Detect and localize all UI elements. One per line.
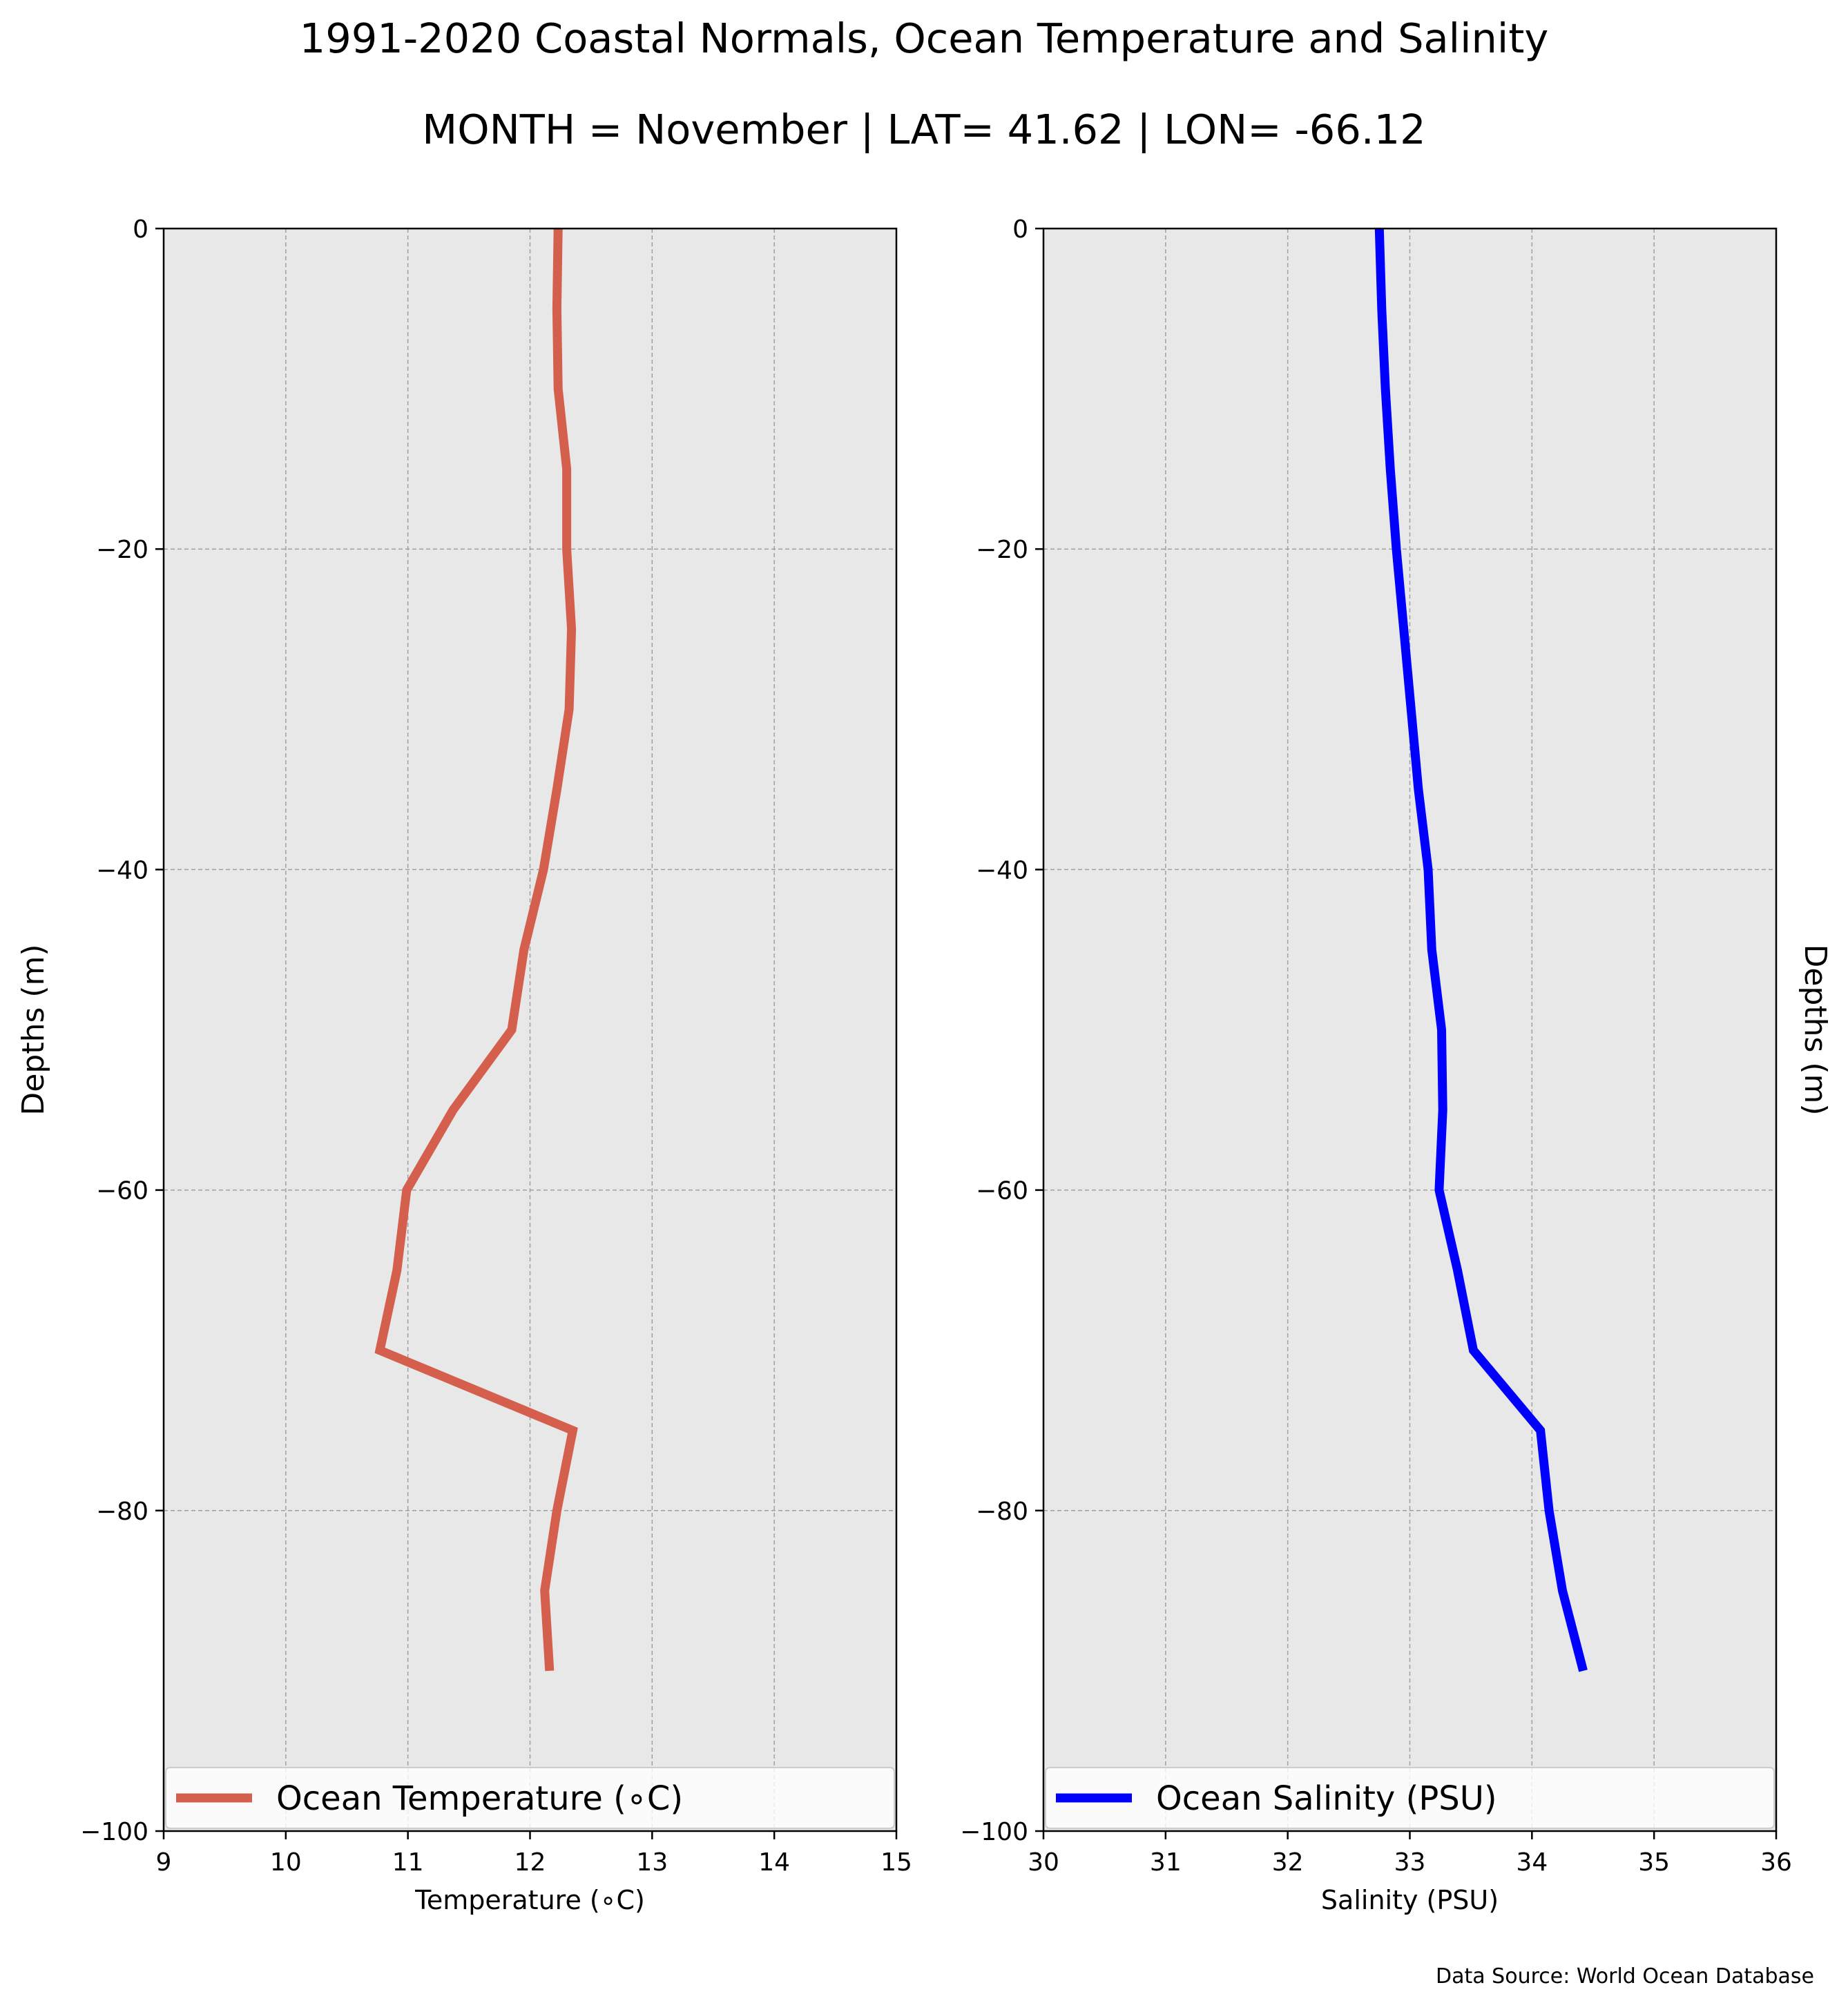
y-tick-label: 0 [1012, 215, 1028, 244]
legend-label: Ocean Salinity (PSU) [1156, 1779, 1497, 1818]
data-point [1540, 1430, 1541, 1431]
data-point [569, 709, 570, 710]
y-axis-label: Depths (m) [16, 944, 51, 1115]
series-line-1 [1374, 228, 1588, 1672]
y-tick-label: −40 [96, 856, 148, 884]
y-axis-label: Depths (m) [1798, 944, 1833, 1115]
data-point [1473, 1350, 1474, 1351]
x-tick-label: 34 [1516, 1848, 1548, 1877]
legend-label: Ocean Temperature (∘C) [276, 1779, 683, 1818]
chart-subtitle: MONTH = November | LAT= 41.62 | LON= -66… [422, 106, 1425, 153]
y-tick-label: −60 [96, 1177, 148, 1206]
legend: Ocean Temperature (∘C) [165, 1767, 895, 1829]
series-line-1 [374, 228, 578, 1672]
x-tick-label: 13 [636, 1848, 668, 1877]
data-point [1390, 469, 1391, 470]
data-point [549, 1670, 550, 1671]
chart-panels: Ocean Temperature (∘C) 9 10 11 12 13 14 15 0 −20 −… [16, 215, 1833, 1915]
data-point [1583, 1670, 1584, 1671]
y-tick-label: −100 [960, 1818, 1028, 1846]
x-axis-label: Salinity (PSU) [1321, 1885, 1499, 1915]
data-source-note: Data Source: World Ocean Database [1436, 1964, 1814, 1989]
y-tick-label: −80 [96, 1498, 148, 1526]
data-point [1441, 1029, 1442, 1030]
x-tick-label: 33 [1394, 1848, 1426, 1877]
x-tick-label: 35 [1638, 1848, 1670, 1877]
data-point [572, 1430, 573, 1431]
y-tick-label: −20 [976, 536, 1028, 564]
data-point [523, 949, 524, 950]
x-tick-label: 9 [156, 1848, 172, 1877]
y-tick-label: −40 [976, 856, 1028, 884]
data-point [379, 1350, 380, 1351]
data-point [1396, 549, 1397, 550]
data-point [566, 549, 567, 550]
legend-box [1045, 1767, 1775, 1829]
y-tick-label: −60 [976, 1177, 1028, 1206]
x-tick-label: 31 [1150, 1848, 1182, 1877]
y-tick-label: −80 [976, 1498, 1028, 1526]
data-point [544, 1590, 545, 1591]
y-tick-label: −20 [96, 536, 148, 564]
x-tick-label: 10 [270, 1848, 302, 1877]
x-tick-label: 11 [392, 1848, 424, 1877]
x-tick-label: 30 [1028, 1848, 1059, 1877]
legend: Ocean Salinity (PSU) [1045, 1767, 1775, 1829]
data-point [566, 469, 567, 470]
data-point [571, 629, 572, 630]
chart-title: 1991-2020 Coastal Normals, Ocean Tempera… [300, 14, 1549, 62]
data-point [511, 1029, 512, 1030]
chart-panel-2: Ocean Salinity (PSU) 30 31 32 33 34 35 36 0 −20 −4… [960, 215, 1833, 1915]
x-tick-label: 12 [514, 1848, 546, 1877]
x-tick-label: 36 [1760, 1848, 1792, 1877]
data-point [1403, 629, 1404, 630]
chart-panel-1: Ocean Temperature (∘C) 9 10 11 12 13 14 15 0 −20 −… [16, 215, 912, 1915]
data-point [1428, 869, 1429, 870]
data-point [1411, 709, 1412, 710]
y-tick-label: 0 [133, 215, 148, 244]
y-tick-label: −100 [80, 1818, 148, 1846]
x-axis-label: Temperature (∘C) [414, 1885, 645, 1915]
x-tick-label: 14 [758, 1848, 790, 1877]
x-tick-label: 15 [880, 1848, 912, 1877]
x-tick-label: 32 [1272, 1848, 1304, 1877]
data-point [1562, 1590, 1563, 1591]
legend-box [165, 1767, 895, 1829]
data-point [1549, 1510, 1550, 1511]
